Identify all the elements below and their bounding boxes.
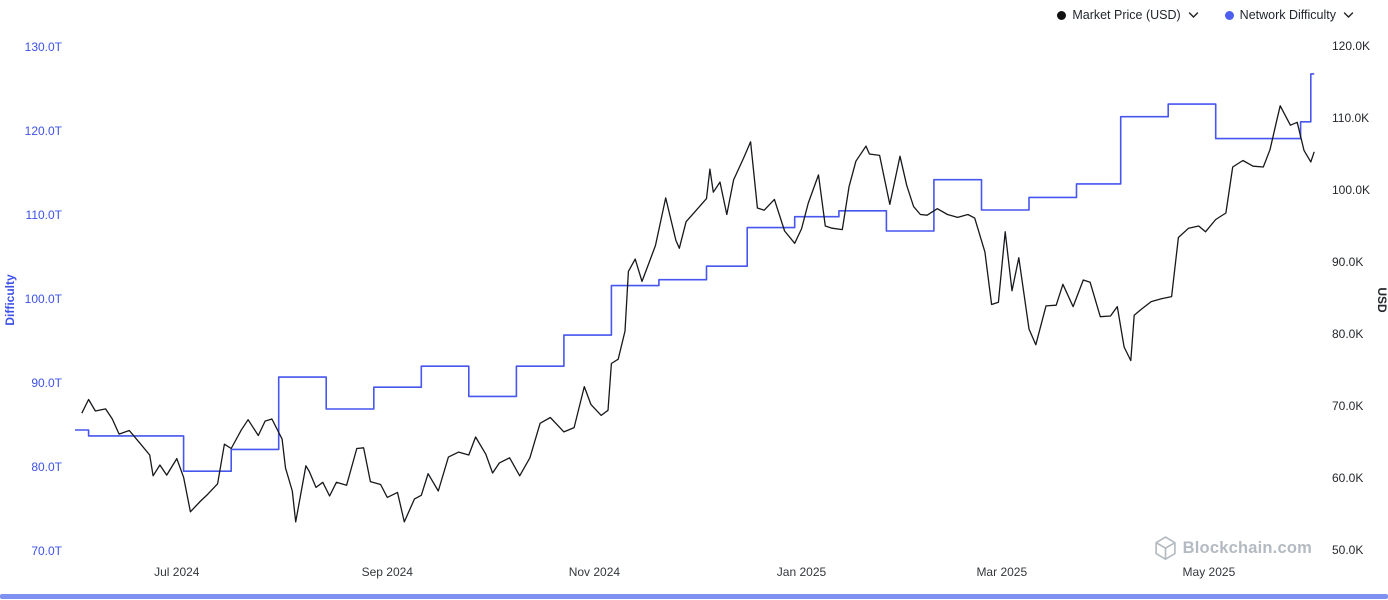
svg-text:90.0T: 90.0T xyxy=(31,376,62,390)
svg-text:Jan 2025: Jan 2025 xyxy=(777,565,827,579)
chart-legend: Market Price (USD) Network Difficulty xyxy=(1057,8,1354,22)
watermark-text: Blockchain.com xyxy=(1182,538,1312,557)
svg-text:100.0T: 100.0T xyxy=(25,292,63,306)
timeline-scrollbar[interactable] xyxy=(0,594,1388,599)
svg-text:50.0K: 50.0K xyxy=(1332,543,1363,557)
svg-text:110.0T: 110.0T xyxy=(26,208,63,222)
svg-text:90.0K: 90.0K xyxy=(1332,255,1363,269)
legend-label-network-difficulty: Network Difficulty xyxy=(1239,8,1336,22)
legend-item-market-price[interactable]: Market Price (USD) xyxy=(1057,8,1198,22)
legend-label-market-price: Market Price (USD) xyxy=(1072,8,1181,22)
svg-text:Jul 2024: Jul 2024 xyxy=(154,565,200,579)
legend-item-network-difficulty[interactable]: Network Difficulty xyxy=(1224,8,1354,22)
svg-text:80.0K: 80.0K xyxy=(1332,327,1363,341)
watermark: Blockchain.com xyxy=(1154,536,1312,560)
svg-text:120.0T: 120.0T xyxy=(25,124,63,138)
svg-text:USD: USD xyxy=(1375,287,1388,313)
svg-text:May 2025: May 2025 xyxy=(1183,565,1236,579)
svg-text:110.0K: 110.0K xyxy=(1332,111,1369,125)
svg-text:80.0T: 80.0T xyxy=(31,460,62,474)
svg-text:100.0K: 100.0K xyxy=(1332,183,1370,197)
svg-text:70.0T: 70.0T xyxy=(31,544,62,558)
svg-text:Mar 2025: Mar 2025 xyxy=(976,565,1027,579)
chevron-down-icon xyxy=(1188,11,1198,18)
svg-text:70.0K: 70.0K xyxy=(1332,399,1363,413)
svg-text:120.0K: 120.0K xyxy=(1332,39,1370,53)
svg-text:60.0K: 60.0K xyxy=(1332,471,1363,485)
svg-text:Nov 2024: Nov 2024 xyxy=(569,565,621,579)
chevron-down-icon xyxy=(1343,11,1354,18)
svg-text:Difficulty: Difficulty xyxy=(3,274,17,326)
svg-text:130.0T: 130.0T xyxy=(25,40,63,54)
svg-text:Sep 2024: Sep 2024 xyxy=(362,565,414,579)
market-price-dot xyxy=(1057,10,1067,20)
blockchain-logo-icon xyxy=(1154,536,1176,560)
network-difficulty-dot xyxy=(1224,10,1234,20)
